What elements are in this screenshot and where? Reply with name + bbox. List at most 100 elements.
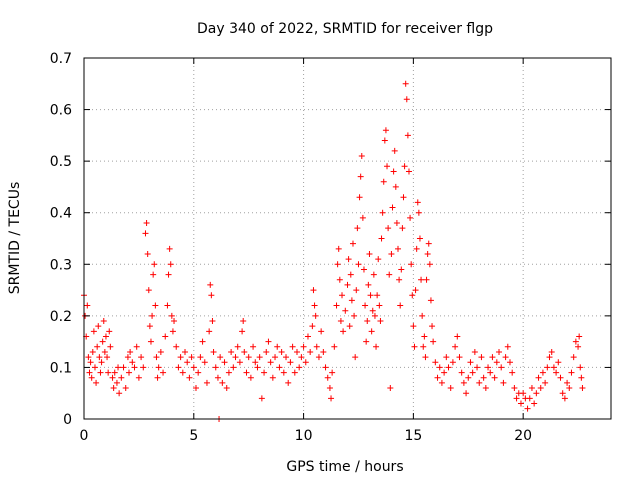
data-point [347,271,354,278]
data-point [502,354,509,361]
data-point [296,364,303,371]
data-point [460,379,467,386]
data-point [324,374,331,381]
data-point [378,235,385,242]
data-point [443,354,450,361]
data-point [352,354,359,361]
data-point [425,240,432,247]
data-point [576,333,583,340]
data-point [150,271,157,278]
data-point [458,369,465,376]
data-point [482,385,489,392]
data-point [381,137,388,144]
data-point [358,152,365,159]
data-point [152,302,159,309]
data-point [335,245,342,252]
data-point [356,194,363,201]
axis-ticks [83,57,611,420]
data-point [568,369,575,376]
data-point [228,348,235,355]
data-point [214,374,221,381]
data-point [517,400,524,407]
data-point [402,80,409,87]
data-point [496,348,503,355]
data-point [131,364,138,371]
data-point [469,369,476,376]
data-point [474,364,481,371]
data-point [309,323,316,330]
data-point [561,395,568,402]
data-point [384,163,391,170]
data-point [550,364,557,371]
data-point [489,354,496,361]
data-point [312,312,319,319]
data-point [99,338,106,345]
y-tick-label: 0.2 [50,309,72,325]
data-point [289,343,296,350]
data-point [225,369,232,376]
data-point [465,374,472,381]
data-point [272,354,279,361]
data-point [151,261,158,268]
data-point [115,364,122,371]
data-point [363,338,370,345]
data-point [353,287,360,294]
data-point [258,395,265,402]
data-point [478,354,485,361]
data-point [445,364,452,371]
data-point [147,338,154,345]
data-point [485,364,492,371]
data-point [493,359,500,366]
y-tick-label: 0 [63,412,72,428]
data-point [138,354,145,361]
data-point [528,385,535,392]
data-point [122,385,129,392]
data-point [533,390,540,397]
data-point [419,312,426,319]
data-point [311,302,318,309]
x-tick-label: 20 [514,428,532,444]
data-point [298,354,305,361]
data-point [274,343,281,350]
data-point [261,369,268,376]
data-point [416,235,423,242]
data-point [221,359,228,366]
data-point [337,318,344,325]
data-point [254,364,261,371]
data-point [250,343,257,350]
data-point [544,364,551,371]
data-point [102,333,109,340]
data-point [203,379,210,386]
data-point [390,168,397,175]
data-point [307,348,314,355]
data-point [126,369,133,376]
x-tick-label: 10 [295,428,313,444]
data-point [87,359,94,366]
data-point [471,348,478,355]
data-point [415,209,422,216]
data-point [411,343,418,350]
data-point [520,390,527,397]
data-point [283,354,290,361]
data-point [340,328,347,335]
data-point [407,214,414,221]
data-point [110,385,117,392]
data-point [173,343,180,350]
y-tick-label: 0.7 [50,51,72,67]
data-point [326,385,333,392]
data-point [167,261,174,268]
data-point [370,271,377,278]
data-point [405,168,412,175]
data-point [374,292,381,299]
data-point [269,374,276,381]
chart-title: Day 340 of 2022, SRMTID for receiver flg… [197,21,493,37]
data-point [223,385,230,392]
data-point [398,266,405,273]
data-point [91,364,98,371]
data-point [94,343,101,350]
data-point [90,328,97,335]
data-point [86,369,93,376]
data-point [367,292,374,299]
data-point [153,354,160,361]
data-point [422,354,429,361]
